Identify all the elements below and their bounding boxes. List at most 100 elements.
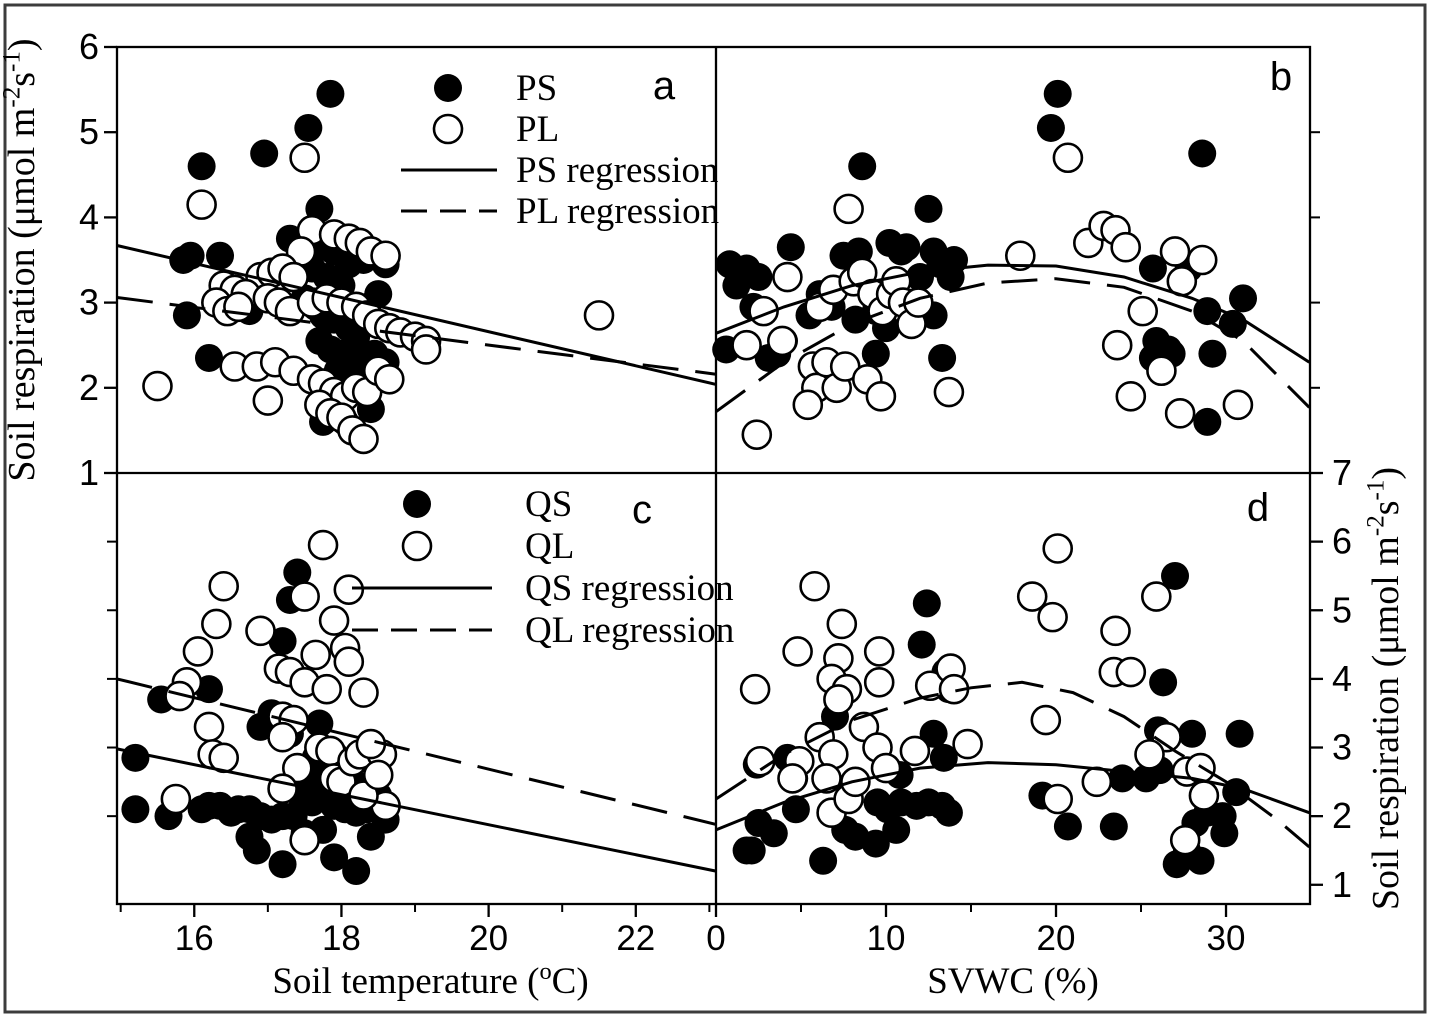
data-point-QL (362, 759, 394, 791)
data-point-QL (318, 605, 350, 636)
data-point-QL (289, 824, 320, 856)
data-point-PS (848, 152, 877, 181)
data-point-PS (744, 263, 773, 292)
data-point-PL (833, 193, 864, 225)
y-tick-label-left-3: 3 (79, 282, 99, 323)
data-point-PL (410, 334, 442, 365)
data-point-QL (744, 745, 776, 777)
data-point-PL (1052, 142, 1084, 174)
data-point-PS (194, 343, 223, 372)
data-point-QS (242, 836, 271, 865)
x-tick-label-30: 30 (1207, 919, 1246, 958)
data-point-PL (767, 325, 798, 357)
data-point-PL (1164, 398, 1196, 429)
data-point-QL (1134, 739, 1165, 770)
data-point-QL (1188, 780, 1220, 811)
data-point-PL (1222, 389, 1254, 421)
data-point-QL (300, 639, 331, 671)
y-axis-title-left: Soil respiration (μmol m-2s-1) (0, 38, 43, 481)
data-point-PS (1193, 297, 1222, 326)
data-point-QL (1042, 533, 1074, 564)
panel-c (107, 490, 717, 886)
data-point-QL (307, 529, 339, 561)
data-point-PL (731, 329, 762, 361)
legend-label-pl: PL (516, 109, 559, 150)
figure-border (3, 3, 1427, 1014)
data-point-PS (1198, 339, 1227, 368)
data-point-QL (289, 581, 320, 612)
data-point-PS (1043, 79, 1072, 108)
data-point-QS (1149, 668, 1178, 697)
data-point-PS (206, 241, 235, 270)
data-point-QS (342, 857, 371, 886)
data-point-PL (865, 381, 897, 412)
data-point-QL (863, 636, 895, 667)
y-tick-label-left-1: 1 (79, 452, 99, 493)
data-point-QL (267, 773, 298, 805)
panel-letter-b: b (1270, 55, 1292, 99)
data-point-QL (863, 667, 895, 698)
y-tick-label-right-3: 3 (1332, 727, 1352, 768)
data-point-QL (1100, 615, 1131, 647)
x-tick-label-0: 0 (706, 919, 725, 958)
panel-letter-a: a (653, 64, 676, 108)
data-point-PS (776, 233, 805, 262)
data-point-PL (792, 389, 824, 421)
data-point-QL (1115, 656, 1147, 688)
data-point-PS (1138, 254, 1167, 283)
data-point-QL (160, 783, 192, 815)
pl-regression-line (116, 296, 717, 376)
data-point-QL (1169, 824, 1201, 856)
legend-panel-c (352, 490, 492, 632)
y-tick-label-left-2: 2 (79, 367, 99, 408)
data-point-QS (1108, 764, 1137, 793)
data-point-QL (333, 574, 365, 605)
data-point-PL (142, 370, 173, 402)
data-point-PL (583, 300, 615, 331)
panel-letter-d: d (1247, 486, 1269, 530)
data-point-QS (320, 843, 349, 872)
x-tick-label-18: 18 (322, 919, 361, 958)
data-point-PL (1127, 295, 1159, 327)
data-point-PL (373, 363, 405, 395)
data-point-QS (1053, 812, 1082, 841)
data-point-QL (193, 711, 225, 743)
legend-label-ps: PS (516, 68, 557, 109)
data-point-PL (223, 291, 254, 323)
y-tick-label-right-5: 5 (1332, 589, 1352, 630)
data-point-PL (1186, 244, 1218, 276)
data-point-PS (1188, 139, 1217, 168)
data-point-QL (777, 763, 808, 794)
data-point-QL (208, 570, 240, 602)
data-point-QS (1099, 812, 1128, 841)
data-point-QL (267, 721, 298, 753)
data-point-PL (1115, 381, 1147, 412)
data-point-PS (1229, 284, 1258, 313)
qs-regression-line (715, 761, 1310, 832)
data-point-PS (914, 194, 943, 223)
data-point-QL (201, 608, 232, 640)
data-point-QL (739, 673, 771, 705)
panel-b (712, 79, 1320, 450)
legend-label-qs-regression: QS regression (525, 568, 734, 609)
data-point-QS (1225, 719, 1254, 748)
data-point-QS (934, 798, 963, 827)
data-point-PL (348, 423, 379, 455)
panel-a (116, 74, 717, 455)
data-point-PS (1036, 113, 1065, 142)
y-tick-label-right-7: 7 (1332, 452, 1352, 493)
y-tick-label-right-1: 1 (1332, 864, 1352, 905)
data-point-QS (912, 589, 941, 618)
data-point-PS (187, 152, 216, 181)
plot-frame (115, 45, 1312, 906)
y-tick-label-left-5: 5 (79, 111, 99, 152)
data-point-PL (370, 240, 401, 272)
data-point-QS (919, 719, 948, 748)
legend-filled-circle-icon (403, 490, 431, 518)
legend-label-ql: QL (525, 526, 574, 567)
x-axis-title-svwc: SVWC (%) (927, 961, 1099, 1002)
data-point-PL (933, 376, 965, 408)
data-point-QS (268, 850, 297, 879)
data-point-QS (1178, 719, 1207, 748)
